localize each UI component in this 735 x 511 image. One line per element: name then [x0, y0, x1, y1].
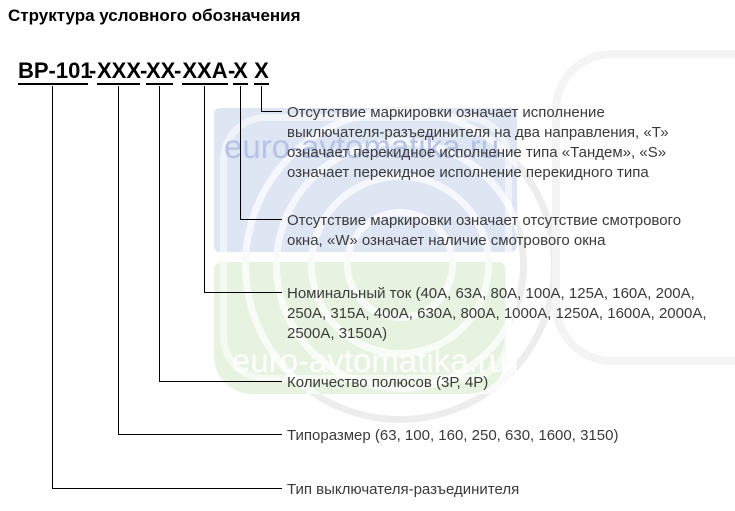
page-title: Структура условного обозначения	[8, 6, 301, 25]
connector-reversing	[261, 86, 282, 112]
code-part-window: Х	[233, 58, 248, 85]
designation-code: ВР-101 - ХХХ - ХХ - ХХА - Х Х	[0, 59, 735, 87]
label-rated-current: Номинальный ток (40А, 63А, 80А, 100А, 12…	[287, 285, 707, 342]
connector-frame-size	[118, 86, 282, 435]
code-separator: -	[140, 58, 148, 83]
code-part-frame-size: ХХХ	[97, 58, 142, 85]
connector-device-type	[52, 86, 282, 489]
label-poles: Количество полюсов (3Р, 4Р)	[287, 374, 489, 391]
code-separator: -	[89, 58, 97, 83]
watermark-logo: euro-avtomatika.ru euro-avtomatika.ru	[214, 108, 517, 394]
connector-poles	[159, 86, 282, 382]
watermark-ring	[242, 108, 517, 394]
code-part-reversing: Х	[254, 58, 269, 85]
label-device-type: Тип выключателя-разъединителя	[287, 481, 520, 498]
watermark-text-blue: euro-avtomatika.ru	[224, 128, 500, 165]
label-frame-size: Типоразмер (63, 100, 160, 250, 630, 1600…	[287, 427, 619, 444]
label-reversing: Отсутствие маркировки означает исполнени…	[287, 104, 669, 181]
code-part-rated-current: ХХА	[182, 58, 228, 85]
watermark-rounded-outline	[552, 50, 735, 365]
connector-rated-current	[204, 86, 282, 293]
code-separator: -	[228, 58, 236, 83]
code-part-device-type: ВР-101	[18, 58, 93, 85]
label-window: Отсутствие маркировки означает отсутстви…	[287, 212, 682, 249]
connector-window	[240, 86, 282, 220]
watermark-text-white: euro-avtomatika.ru	[232, 342, 508, 379]
code-separator: -	[174, 58, 182, 83]
code-part-poles: ХХ	[146, 58, 176, 85]
